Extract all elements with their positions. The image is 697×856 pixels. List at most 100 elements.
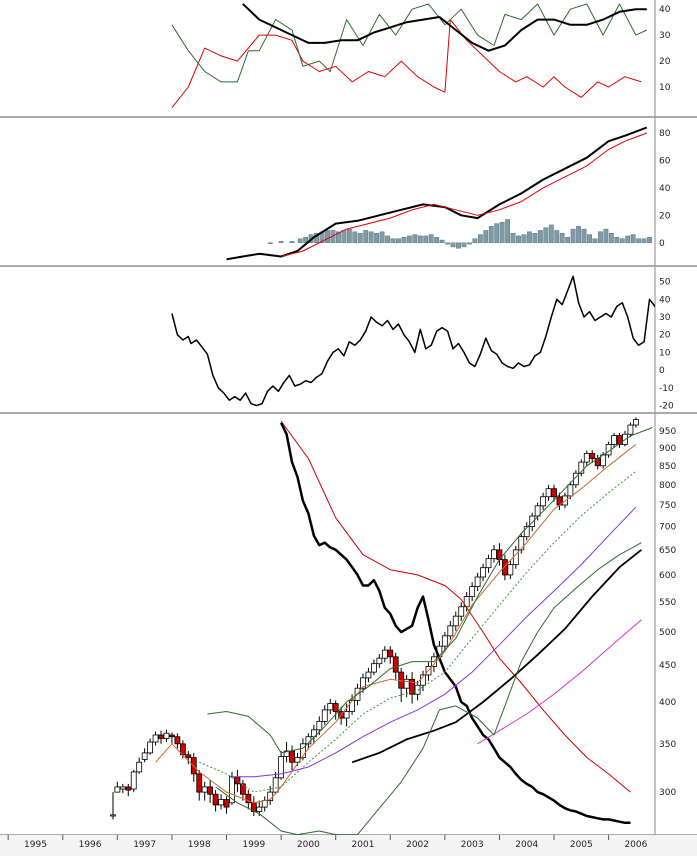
candle-up [321, 709, 328, 722]
candle-down [185, 754, 192, 758]
x-tick-label: 2003 [461, 840, 484, 850]
histogram-bar [565, 237, 571, 243]
y-tick-label: 20 [659, 331, 671, 341]
histogram-bar [477, 234, 483, 243]
candle-up [152, 734, 159, 743]
candle-up [529, 515, 536, 528]
y-tick-label: 10 [659, 348, 671, 358]
candle-down [551, 488, 557, 498]
candle-up [583, 453, 590, 463]
histogram-bar [352, 231, 358, 243]
histogram-bar [445, 242, 450, 245]
histogram-bar [488, 226, 494, 243]
series-line-7 [207, 427, 653, 754]
x-tick-label: 1997 [133, 840, 156, 850]
y-tick-label: 650 [659, 546, 676, 556]
candle-up [545, 488, 552, 498]
candle-up [163, 732, 170, 739]
histogram-bar [543, 227, 549, 243]
histogram-bar [527, 231, 532, 243]
candle-up [256, 806, 263, 812]
x-axis-band [0, 835, 697, 856]
candle-up [110, 814, 116, 817]
histogram-bar [325, 230, 330, 243]
candle-up [534, 505, 541, 517]
candle-up [491, 549, 497, 560]
candle-up [119, 786, 126, 790]
histogram-bar [630, 234, 636, 243]
series-line-6 [477, 619, 642, 745]
candle-up [261, 800, 268, 808]
histogram-bar [406, 235, 412, 243]
histogram-bar [483, 230, 489, 243]
histogram-bar [401, 237, 407, 243]
y-tick-label: 600 [659, 571, 676, 581]
candle-up [403, 678, 410, 689]
candle-up [130, 771, 137, 790]
histogram-bar [570, 228, 576, 243]
series-line-1 [279, 422, 631, 825]
series-line-3 [199, 471, 637, 793]
candle-up [376, 657, 383, 665]
x-tick-label: 2004 [515, 840, 538, 850]
candle-up [370, 663, 377, 673]
histogram-bar [303, 237, 309, 243]
y-tick-label: 400 [659, 698, 676, 708]
y-tick-label: 800 [659, 481, 676, 491]
candle-up [540, 496, 547, 507]
y-tick-label: 0 [659, 366, 665, 376]
histogram-bar [576, 226, 581, 243]
histogram-bar [554, 230, 560, 243]
y-tick-label: 950 [659, 427, 676, 437]
x-tick-label: 1998 [188, 840, 211, 850]
candle-down [501, 559, 508, 576]
y-tick-label: -10 [659, 384, 674, 394]
candle-down [289, 750, 295, 763]
histogram-bar [636, 238, 642, 243]
candle-up [469, 586, 476, 597]
histogram-bar [592, 238, 598, 243]
panel-series-group [171, 275, 655, 407]
histogram-bar [428, 234, 434, 243]
y-tick-label: 80 [659, 129, 671, 139]
axis-layer: 4030201080604020050403020100-10-20950900… [0, 5, 697, 856]
histogram-bar [336, 231, 341, 243]
y-tick-label: 40 [659, 184, 671, 194]
histogram-bar [267, 242, 273, 244]
y-tick-label: 20 [659, 57, 671, 67]
histogram-bar [289, 241, 295, 243]
y-tick-label: 20 [659, 211, 671, 221]
candle-up [278, 756, 285, 779]
x-tick-label: 2000 [297, 840, 320, 850]
candle-up [441, 635, 448, 647]
histogram-bar [499, 221, 505, 243]
histogram-bar [521, 234, 527, 243]
candle-up [201, 786, 208, 793]
candle-up [229, 776, 235, 804]
histogram-bar [516, 235, 521, 243]
candle-up [360, 677, 366, 689]
candle-up [327, 703, 334, 711]
histogram-bar [505, 219, 511, 243]
candle-up [474, 576, 481, 588]
histogram-bar [346, 228, 352, 243]
candle-up [218, 799, 224, 806]
candle-up [627, 424, 634, 435]
y-tick-label: 10 [659, 83, 671, 93]
candle-up [480, 567, 486, 578]
histogram-bar [412, 234, 418, 243]
candle-up [365, 671, 372, 679]
histogram-bar [390, 238, 396, 243]
histogram-bar [363, 230, 369, 243]
candle-down [158, 734, 164, 739]
histogram-bar [341, 230, 347, 243]
x-tick-label: 2002 [406, 840, 429, 850]
histogram-bar [619, 238, 625, 243]
candle-down [125, 786, 132, 791]
histogram-bar [461, 242, 467, 248]
candle-up [611, 435, 617, 445]
candle-up [452, 615, 459, 627]
x-tick-label: 2005 [570, 840, 593, 850]
x-tick-label: 1996 [79, 840, 102, 850]
